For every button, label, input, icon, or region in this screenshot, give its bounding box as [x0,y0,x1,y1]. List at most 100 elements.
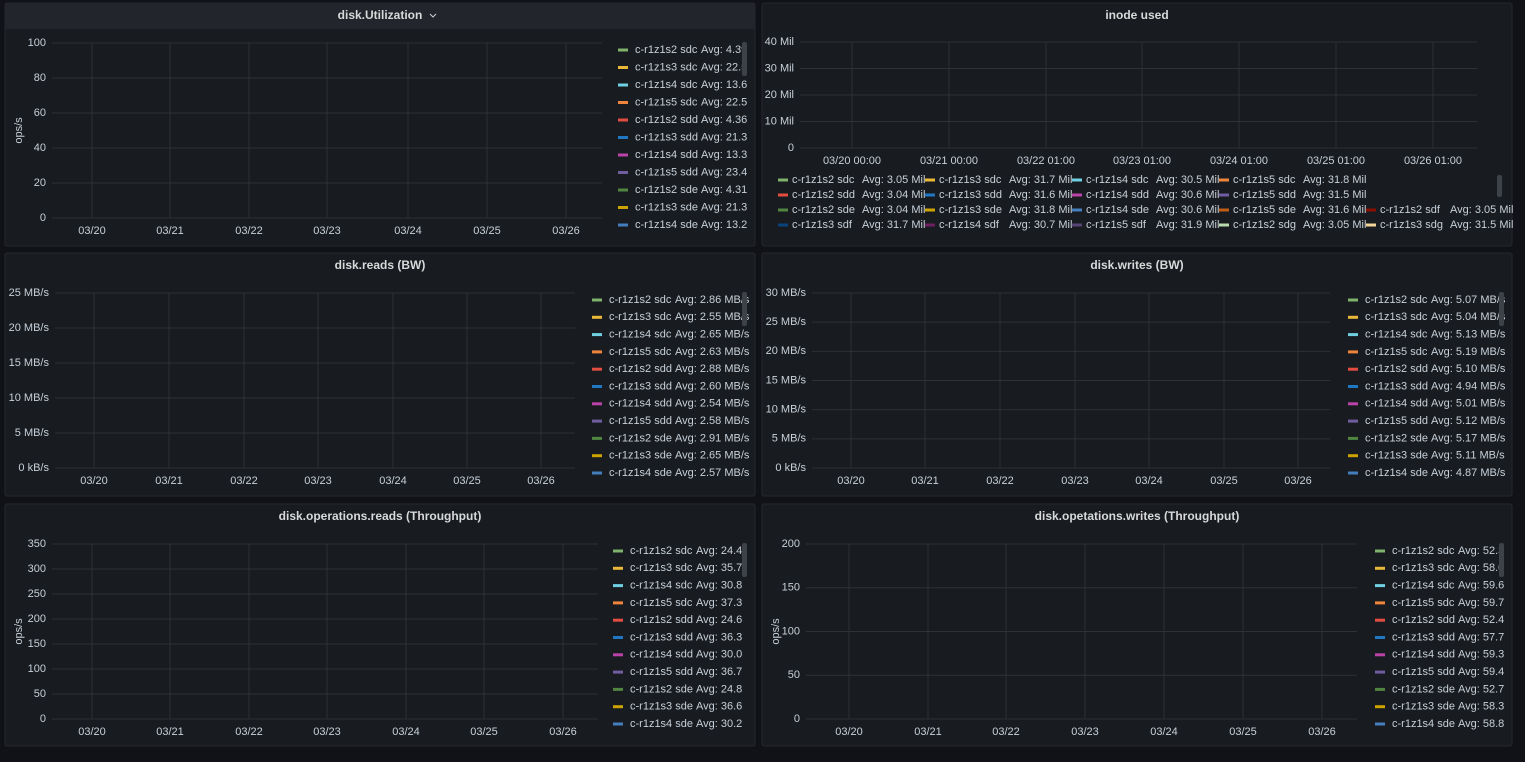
legend-avg[interactable]: Avg: 2.88 MB/s [675,363,750,375]
legend-name[interactable]: c-r1z1s4 sdf [939,219,1000,231]
legend-swatch[interactable] [1348,419,1358,423]
legend-name[interactable]: c-r1z1s3 sdc [630,562,693,574]
legend-swatch[interactable] [618,118,628,122]
legend-avg[interactable]: Avg: 31.7 Mil [862,219,925,231]
legend-swatch[interactable] [1072,223,1082,227]
legend-swatch[interactable] [1375,653,1385,657]
legend-avg[interactable]: Avg: 52.3 [1458,545,1504,557]
legend-swatch[interactable] [1219,193,1229,197]
legend-avg[interactable]: Avg: 31.5 Mil [1303,189,1366,201]
legend-swatch[interactable] [925,208,935,212]
legend-swatch[interactable] [1072,208,1082,212]
legend-avg[interactable]: Avg: 2.54 MB/s [675,398,750,410]
legend-avg[interactable]: Avg: 2.86 MB/s [675,294,750,306]
legend-avg[interactable]: Avg: 22.5 [701,61,747,73]
legend-avg[interactable]: Avg: 24.6 [696,614,742,626]
legend-name[interactable]: c-r1z1s5 sdf [1086,219,1147,231]
legend-avg[interactable]: Avg: 31.8 Mil [1009,204,1072,216]
legend-avg[interactable]: Avg: 5.10 MB/s [1431,363,1506,375]
legend-name[interactable]: c-r1z1s5 sdd [630,666,693,678]
legend-name[interactable]: c-r1z1s3 sde [939,204,1002,216]
legend-avg[interactable]: Avg: 3.05 Mil [1303,219,1366,231]
legend-name[interactable]: c-r1z1s2 sdc [1365,294,1428,306]
legend-swatch[interactable] [613,636,623,639]
legend-name[interactable]: c-r1z1s3 sde [609,450,672,462]
legend-swatch[interactable] [925,178,935,182]
legend-name[interactable]: c-r1z1s4 sde [609,467,672,479]
legend-swatch[interactable] [925,193,935,197]
legend-swatch[interactable] [613,584,623,588]
legend-avg[interactable]: Avg: 5.07 MB/s [1431,294,1506,306]
legend-avg[interactable]: Avg: 2.65 MB/s [675,329,750,341]
legend-name[interactable]: c-r1z1s4 sdc [635,79,698,91]
legend-avg[interactable]: Avg: 2.55 MB/s [675,311,750,323]
legend-swatch[interactable] [1375,549,1385,553]
legend-swatch[interactable] [1348,436,1358,440]
legend-name[interactable]: c-r1z1s5 sdc [630,597,693,609]
legend-name[interactable]: c-r1z1s4 sde [1086,204,1149,216]
legend-avg[interactable]: Avg: 3.04 Mil [862,204,925,216]
legend-avg[interactable]: Avg: 58.8 [1458,718,1504,730]
legend-avg[interactable]: Avg: 2.65 MB/s [675,450,750,462]
legend-avg[interactable]: Avg: 31.7 Mil [1009,174,1072,186]
legend-swatch[interactable] [618,136,628,139]
legend-avg[interactable]: Avg: 5.11 MB/s [1431,450,1505,462]
legend-swatch[interactable] [1219,223,1229,227]
legend-swatch[interactable] [1375,722,1385,726]
legend-avg[interactable]: Avg: 31.8 Mil [1303,174,1366,186]
legend-swatch[interactable] [613,722,623,726]
legend-name[interactable]: c-r1z1s3 sdf [792,219,853,231]
legend-swatch[interactable] [1219,208,1229,212]
legend-name[interactable]: c-r1z1s5 sdc [609,346,672,358]
legend-swatch[interactable] [592,471,602,475]
legend-avg[interactable]: Avg: 59.3 [1458,649,1504,661]
legend-swatch[interactable] [618,101,628,104]
legend-name[interactable]: c-r1z1s5 sdc [1233,174,1296,186]
legend-avg[interactable]: Avg: 2.60 MB/s [675,380,750,392]
legend-name[interactable]: c-r1z1s4 sdd [635,149,698,161]
legend-avg[interactable]: Avg: 36.6 [696,701,742,713]
legend-name[interactable]: c-r1z1s2 sdf [1380,204,1441,216]
legend-avg[interactable]: Avg: 30.7 Mil [1009,219,1072,231]
dropdown-caret[interactable] [429,13,437,18]
legend-swatch[interactable] [1348,298,1358,302]
legend-swatch[interactable] [592,367,602,371]
legend-avg[interactable]: Avg: 59.4 [1458,666,1504,678]
legend-name[interactable]: c-r1z1s2 sdd [635,114,698,126]
legend-name[interactable]: c-r1z1s2 sdd [630,614,693,626]
legend-swatch[interactable] [1375,705,1385,709]
legend-avg[interactable]: Avg: 57.7 [1458,631,1504,643]
legend-name[interactable]: c-r1z1s3 sdd [635,131,698,143]
legend-name[interactable]: c-r1z1s2 sdc [609,294,672,306]
legend-name[interactable]: c-r1z1s3 sdd [1392,631,1455,643]
legend-avg[interactable]: Avg: 21.3 [701,201,747,213]
legend-swatch[interactable] [618,171,628,174]
legend-name[interactable]: c-r1z1s2 sdd [792,189,855,201]
legend-avg[interactable]: Avg: 58.0 [1458,562,1504,574]
legend-swatch[interactable] [592,419,602,423]
legend-swatch[interactable] [925,223,935,227]
legend-swatch[interactable] [1348,350,1358,354]
legend-swatch[interactable] [613,705,623,709]
legend-swatch[interactable] [613,601,623,605]
legend-avg[interactable]: Avg: 30.0 [696,649,742,661]
legend-avg[interactable]: Avg: 36.7 [696,666,742,678]
legend-swatch[interactable] [618,48,628,52]
legend-avg[interactable]: Avg: 3.04 Mil [862,189,925,201]
legend-name[interactable]: c-r1z1s3 sdd [630,631,693,643]
legend-name[interactable]: c-r1z1s4 sdc [1365,329,1428,341]
legend-name[interactable]: c-r1z1s2 sde [1392,683,1455,695]
legend-swatch[interactable] [613,653,623,657]
legend-avg[interactable]: Avg: 31.6 Mil [1303,204,1366,216]
legend-name[interactable]: c-r1z1s3 sdc [1392,562,1455,574]
legend-swatch[interactable] [1375,636,1385,639]
legend-swatch[interactable] [592,436,602,440]
legend-avg[interactable]: Avg: 30.6 Mil [1156,189,1219,201]
legend-avg[interactable]: Avg: 24.8 [696,683,742,695]
legend-name[interactable]: c-r1z1s2 sde [630,683,693,695]
legend-avg[interactable]: Avg: 2.91 MB/s [675,432,750,444]
legend-name[interactable]: c-r1z1s4 sdd [609,398,672,410]
legend-name[interactable]: c-r1z1s3 sdg [1380,219,1443,231]
legend-avg[interactable]: Avg: 23.4 [701,166,747,178]
legend-name[interactable]: c-r1z1s4 sdd [1365,398,1428,410]
